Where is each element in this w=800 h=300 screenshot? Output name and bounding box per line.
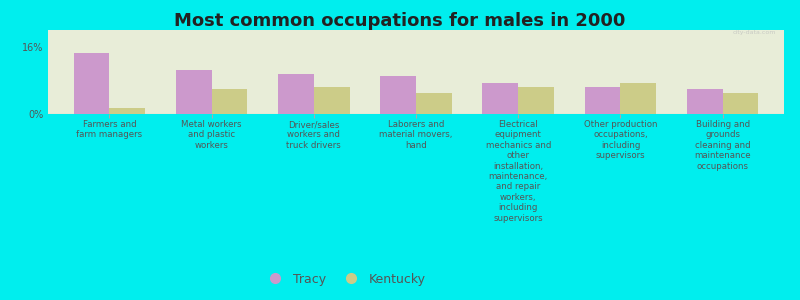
Bar xyxy=(278,74,314,114)
Text: Electrical
equipment
mechanics and
other
installation,
maintenance,
and repair
w: Electrical equipment mechanics and other… xyxy=(486,120,551,223)
Bar xyxy=(176,70,211,114)
Text: city-data.com: city-data.com xyxy=(733,30,776,35)
Text: Driver/sales
workers and
truck drivers: Driver/sales workers and truck drivers xyxy=(286,120,341,150)
Text: Farmers and
farm managers: Farmers and farm managers xyxy=(76,120,142,140)
Bar xyxy=(110,108,145,114)
Bar xyxy=(687,89,722,114)
Bar xyxy=(585,87,621,114)
Text: Most common occupations for males in 2000: Most common occupations for males in 200… xyxy=(174,12,626,30)
Bar xyxy=(74,53,110,114)
Bar xyxy=(482,82,518,114)
Text: Other production
occupations,
including
supervisors: Other production occupations, including … xyxy=(584,120,657,160)
Legend: Tracy, Kentucky: Tracy, Kentucky xyxy=(258,268,430,291)
Text: Metal workers
and plastic
workers: Metal workers and plastic workers xyxy=(182,120,242,150)
Bar xyxy=(211,89,247,114)
Text: Laborers and
material movers,
hand: Laborers and material movers, hand xyxy=(379,120,453,150)
Bar xyxy=(621,82,656,114)
Bar xyxy=(722,93,758,114)
Bar xyxy=(416,93,452,114)
Bar xyxy=(380,76,416,114)
Bar xyxy=(518,87,554,114)
Bar xyxy=(314,87,350,114)
Text: Building and
grounds
cleaning and
maintenance
occupations: Building and grounds cleaning and mainte… xyxy=(694,120,751,171)
